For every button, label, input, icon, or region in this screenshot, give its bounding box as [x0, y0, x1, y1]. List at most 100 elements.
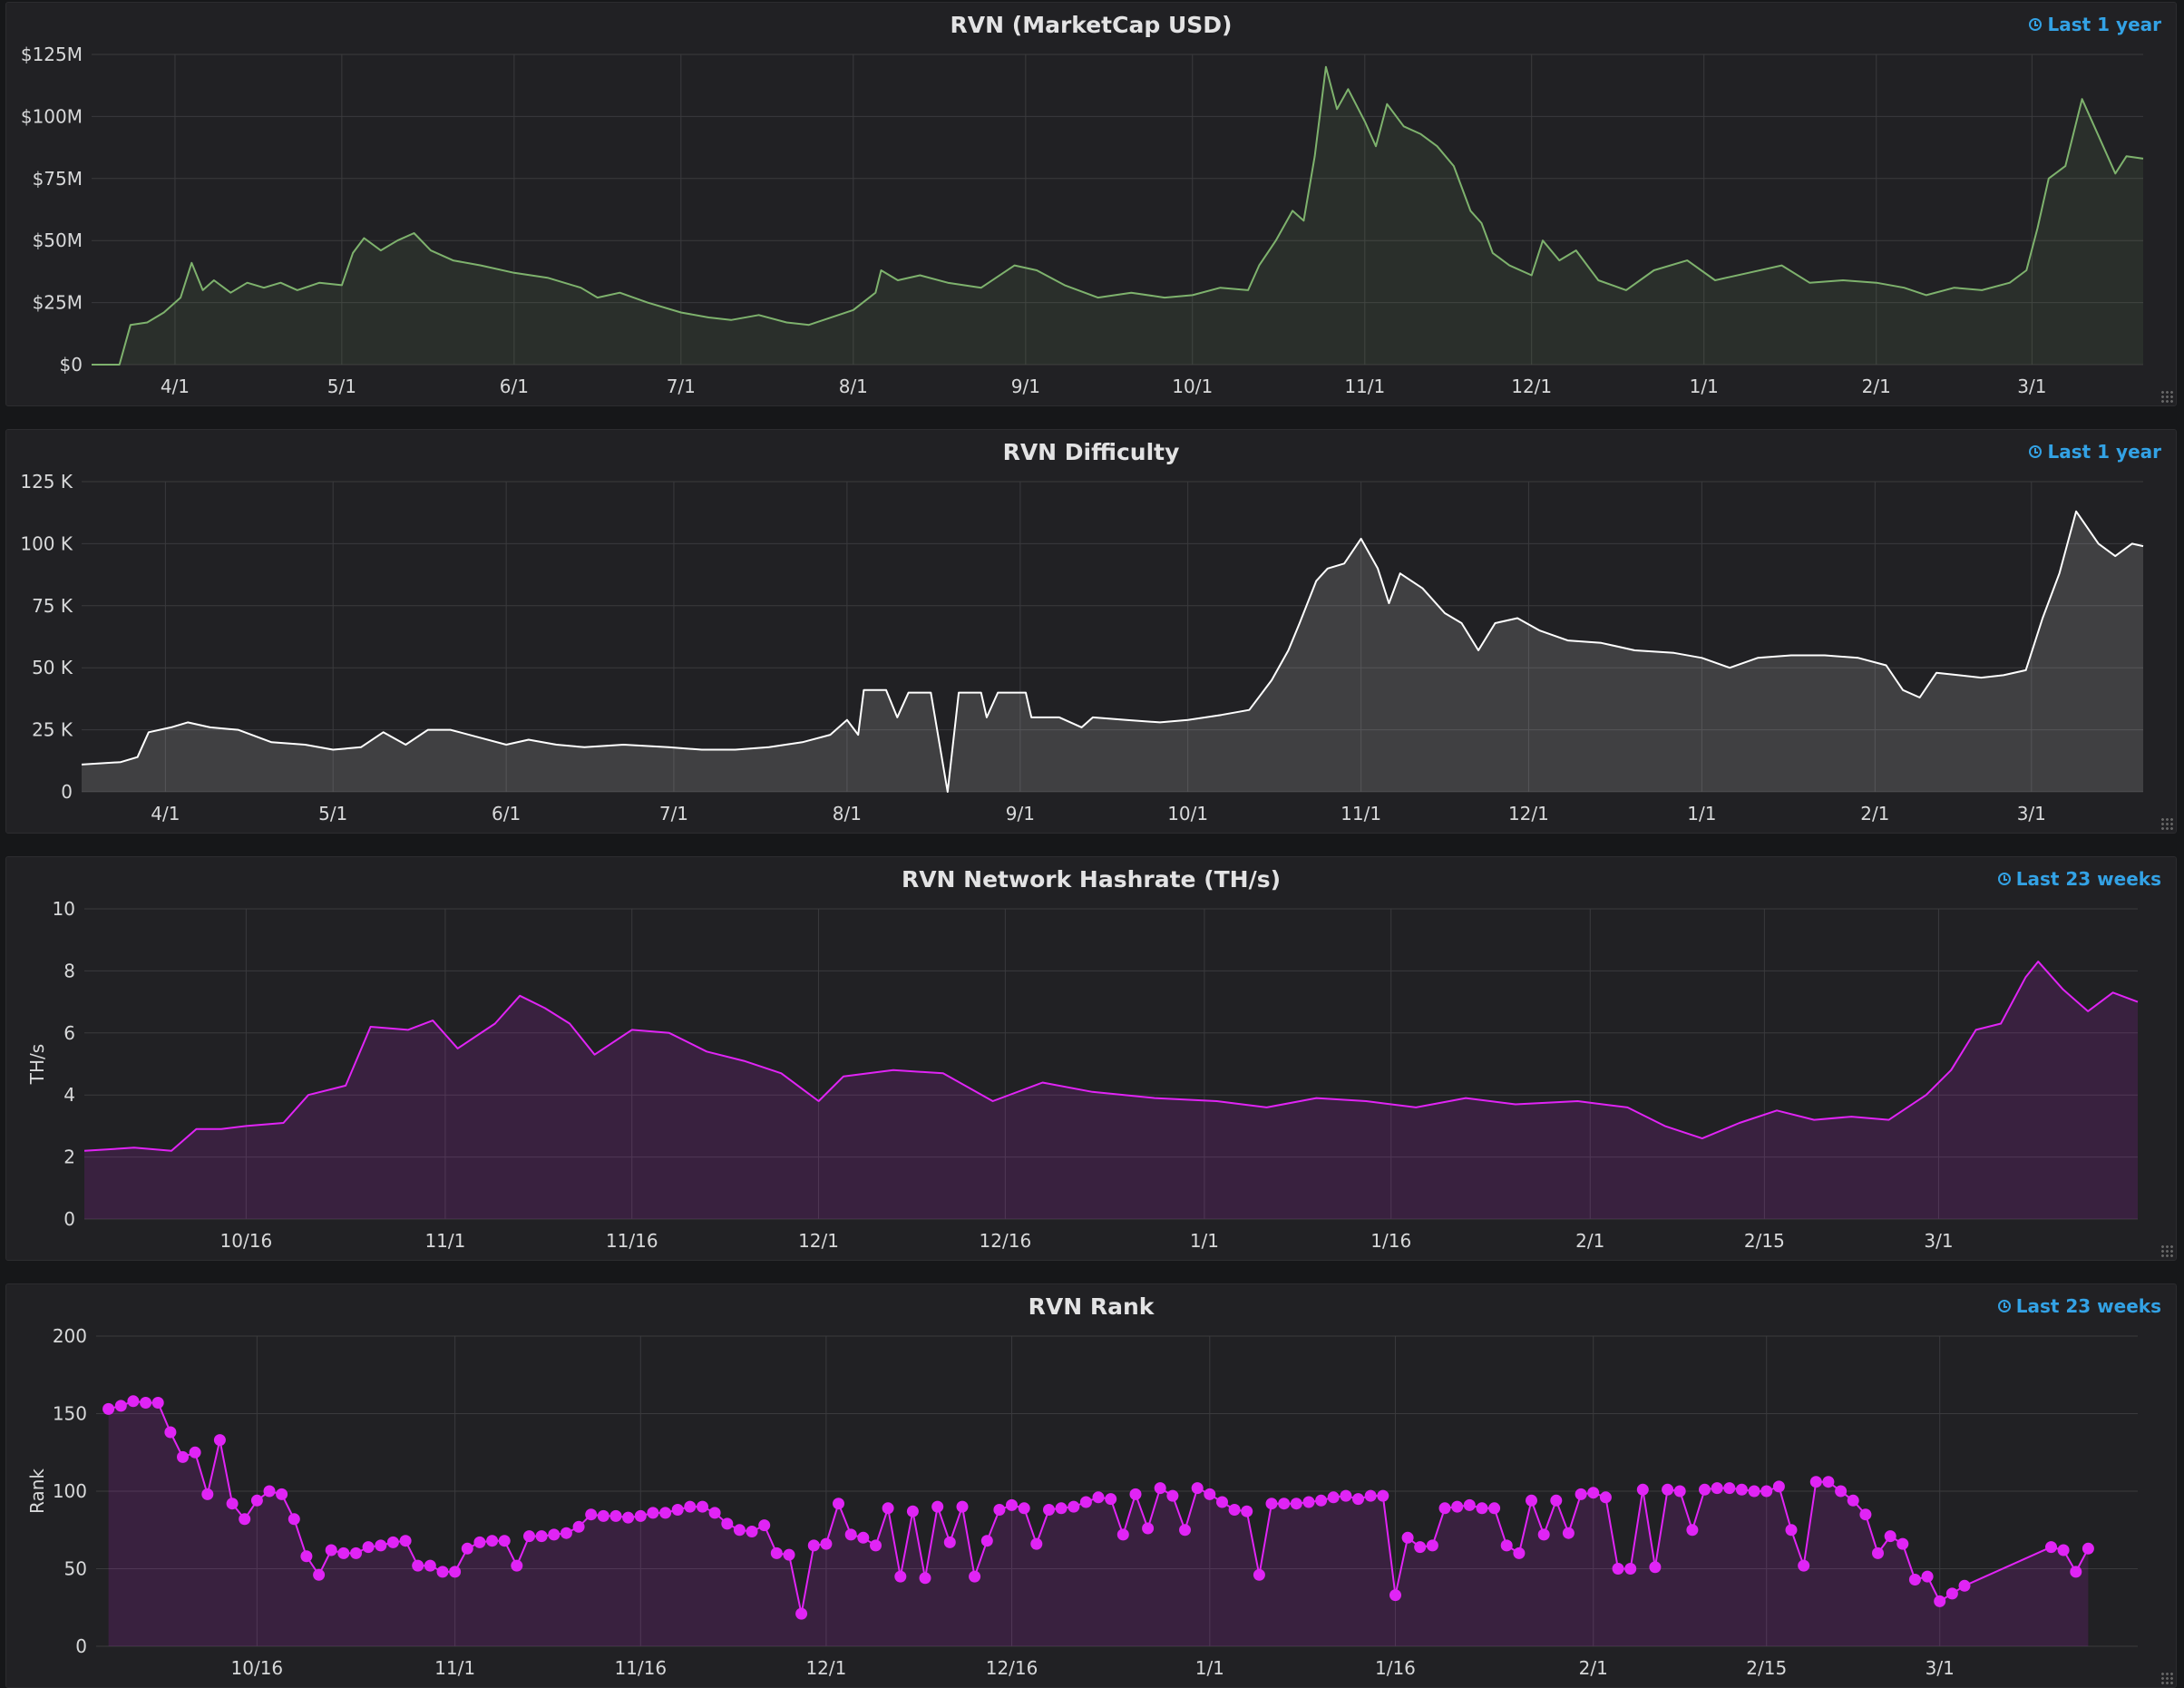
x-tick-label: 12/16: [980, 1230, 1032, 1252]
x-tick-label: 12/1: [798, 1230, 839, 1252]
y-tick-label: 4: [63, 1084, 75, 1106]
data-point: [1389, 1589, 1401, 1602]
time-range-label: Last 1 year: [2047, 14, 2161, 35]
data-point: [733, 1524, 746, 1537]
data-point: [1340, 1489, 1352, 1502]
data-point: [362, 1541, 375, 1554]
data-point: [1772, 1480, 1785, 1493]
panel-title[interactable]: RVN (MarketCap USD): [950, 12, 1233, 38]
data-point: [1079, 1496, 1092, 1508]
clock-icon: [1997, 1300, 2011, 1312]
hashrate-chart[interactable]: 0 2 4 6 8 10 10/16 11/1 11/16 12/1 12/16 1/1 1/16 2/1…: [6, 857, 2177, 1261]
data-point: [375, 1539, 387, 1552]
x-tick-label: 3/1: [2017, 376, 2046, 397]
marketcap-chart[interactable]: $0 $25M $50M $75M $100M $125M 4/1 5/1 6/1 7/1 8/1 9…: [6, 3, 2177, 406]
marketcap-panel: RVN (MarketCap USD) Last 1 year $0 $25M $5…: [5, 2, 2177, 406]
data-point: [1921, 1570, 1934, 1583]
data-point: [622, 1511, 635, 1524]
data-point: [164, 1426, 177, 1439]
resize-handle-icon[interactable]: [2160, 390, 2173, 403]
x-tick-label: 8/1: [839, 376, 868, 397]
data-point: [1649, 1561, 1662, 1574]
series-area: [92, 66, 2143, 365]
y-tick-label: 25 K: [32, 719, 73, 741]
data-point: [1575, 1488, 1587, 1500]
resize-handle-icon[interactable]: [2160, 817, 2173, 830]
data-point: [1006, 1498, 1018, 1511]
x-tick-label: 1/16: [1370, 1230, 1411, 1252]
x-tick-label: 6/1: [500, 376, 529, 397]
y-axis-label: Rank: [26, 1468, 48, 1514]
data-point: [1302, 1496, 1315, 1508]
data-point: [634, 1509, 647, 1522]
time-range-link[interactable]: Last 1 year: [2029, 14, 2161, 35]
data-point: [980, 1535, 993, 1547]
y-tick-label: 10: [53, 898, 75, 920]
panel-title[interactable]: RVN Difficulty: [1002, 439, 1180, 465]
y-tick-label: 75 K: [32, 595, 73, 617]
data-point: [2070, 1566, 2082, 1578]
data-point: [919, 1572, 931, 1585]
data-point: [276, 1488, 288, 1500]
data-point: [1438, 1502, 1451, 1515]
data-point: [1760, 1485, 1773, 1498]
x-tick-label: 6/1: [492, 803, 521, 824]
data-point: [1835, 1485, 1848, 1498]
data-point: [1327, 1491, 1340, 1504]
x-tick-label: 10/16: [220, 1230, 273, 1252]
x-tick-label: 3/1: [1926, 1657, 1955, 1679]
time-range-link[interactable]: Last 1 year: [2029, 441, 2161, 463]
data-point: [1315, 1494, 1328, 1507]
y-tick-label: 100: [53, 1480, 87, 1502]
data-point: [684, 1500, 697, 1513]
x-tick-label: 5/1: [327, 376, 356, 397]
clock-icon: [2029, 18, 2043, 31]
x-tick-label: 4/1: [151, 803, 180, 824]
data-point: [1859, 1508, 1872, 1521]
data-point: [758, 1519, 771, 1532]
data-point: [1562, 1527, 1575, 1539]
data-point: [906, 1505, 919, 1517]
data-point: [1673, 1485, 1686, 1498]
x-tick-label: 2/1: [1579, 1657, 1608, 1679]
x-tick-label: 11/1: [424, 1230, 465, 1252]
data-point: [213, 1434, 226, 1447]
data-point: [1662, 1483, 1674, 1496]
x-tick-label: 3/1: [1924, 1230, 1953, 1252]
data-point: [770, 1547, 783, 1559]
data-point: [2045, 1541, 2057, 1554]
data-point: [461, 1542, 473, 1555]
data-point: [671, 1504, 684, 1516]
resize-handle-icon[interactable]: [2160, 1672, 2173, 1684]
y-axis-label: TH/s: [26, 1044, 48, 1085]
x-tick-label: 11/1: [434, 1657, 475, 1679]
panel-title[interactable]: RVN Network Hashrate (TH/s): [901, 866, 1282, 893]
difficulty-chart[interactable]: 0 25 K 50 K 75 K 100 K 125 K 4/1 5/1 6/1 7/1 8/1 9/…: [6, 430, 2177, 834]
rank-chart[interactable]: 0 50 100 150 200 10/16 11/1 11/16 12/1 12/16 1/1 1/…: [6, 1284, 2177, 1688]
resize-handle-icon[interactable]: [2160, 1244, 2173, 1257]
data-point: [1278, 1498, 1291, 1510]
data-point: [436, 1566, 449, 1578]
series-line: [92, 65, 2144, 366]
data-point: [647, 1507, 659, 1519]
data-point: [1204, 1488, 1216, 1500]
data-point: [1055, 1502, 1068, 1515]
series-area: [84, 961, 2138, 1219]
time-range-link[interactable]: Last 23 weeks: [1997, 1295, 2161, 1317]
data-point: [1872, 1547, 1884, 1559]
data-point: [1686, 1524, 1699, 1537]
y-tick-label: $100M: [21, 105, 83, 127]
panel-title[interactable]: RVN Rank: [1028, 1293, 1155, 1320]
data-point: [1735, 1483, 1748, 1496]
data-point: [833, 1498, 844, 1510]
data-point: [943, 1536, 956, 1548]
data-point: [1377, 1489, 1389, 1502]
x-tick-label: 1/1: [1195, 1657, 1224, 1679]
x-tick-label: 8/1: [833, 803, 862, 824]
y-tick-label: 50: [64, 1558, 87, 1580]
data-point: [1216, 1496, 1228, 1508]
y-tick-label: 50 K: [32, 657, 73, 678]
data-point: [2082, 1542, 2094, 1555]
time-range-link[interactable]: Last 23 weeks: [1997, 868, 2161, 890]
data-point: [1612, 1563, 1624, 1575]
